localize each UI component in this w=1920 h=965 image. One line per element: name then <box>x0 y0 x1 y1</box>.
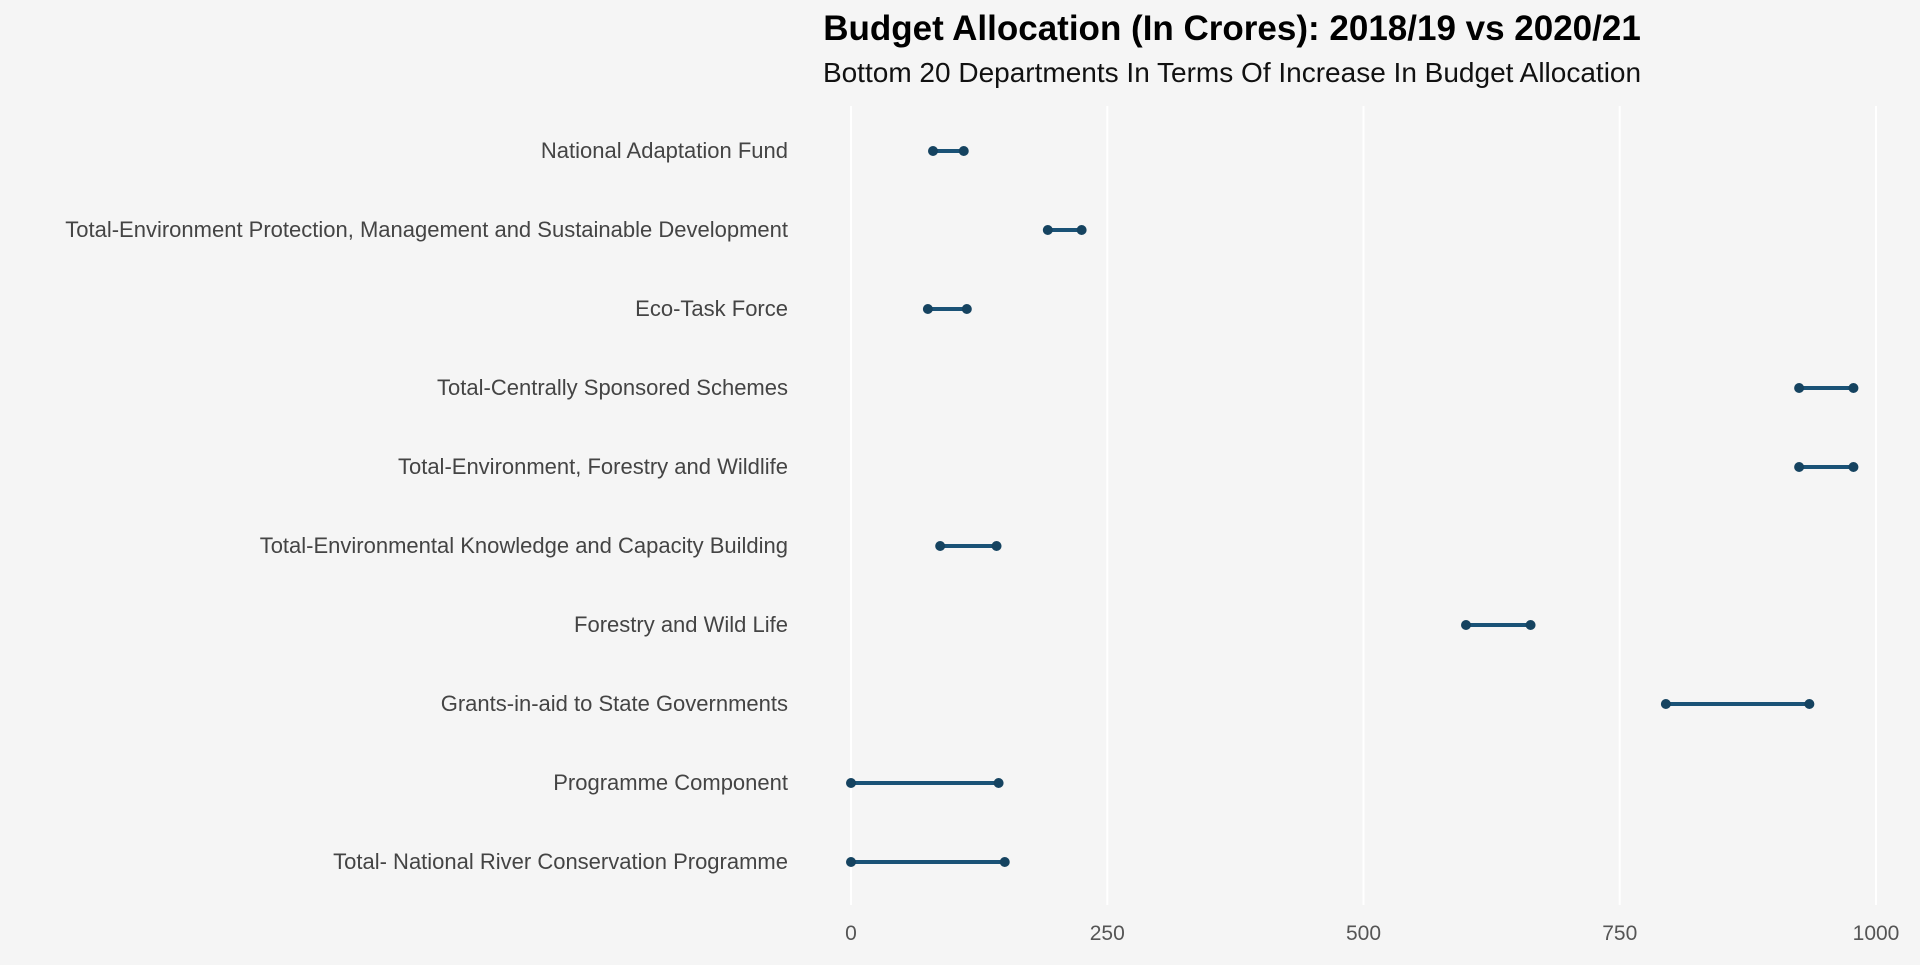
point-2018-19 <box>935 541 946 551</box>
point-2020-21 <box>961 304 972 314</box>
chart-title: Budget Allocation (In Crores): 2018/19 v… <box>823 9 1641 48</box>
point-2020-21 <box>958 146 969 156</box>
point-2020-21 <box>1848 383 1859 393</box>
point-2018-19 <box>1660 699 1671 709</box>
x-tick-label-750: 750 <box>1602 922 1637 945</box>
x-tick-label-250: 250 <box>1090 922 1125 945</box>
dumbbell-marks <box>846 146 1859 867</box>
point-2018-19 <box>1794 462 1805 472</box>
point-2020-21 <box>993 778 1004 788</box>
point-2018-19 <box>846 857 856 867</box>
category-label: Programme Component <box>553 770 788 795</box>
point-2020-21 <box>1804 699 1815 709</box>
x-axis: 0 250 500 750 1000 <box>845 922 1899 945</box>
category-label: Total-Environmental Knowledge and Capaci… <box>260 533 788 558</box>
point-2018-19 <box>846 778 856 788</box>
category-label: Total-Environment, Forestry and Wildlife <box>398 454 788 479</box>
point-2020-21 <box>1076 225 1087 235</box>
point-2018-19 <box>928 146 938 156</box>
category-label: Total-Environment Protection, Management… <box>65 217 788 242</box>
x-tick-label-1000: 1000 <box>1853 922 1900 945</box>
y-axis-labels: National Adaptation Fund Total-Environmen… <box>65 138 788 874</box>
point-2018-19 <box>922 304 933 314</box>
point-2020-21 <box>1525 620 1536 630</box>
chart-subtitle: Bottom 20 Departments In Terms Of Increa… <box>823 57 1641 88</box>
point-2020-21 <box>991 541 1002 551</box>
grid-lines <box>850 106 1877 905</box>
category-label: Grants-in-aid to State Governments <box>441 691 788 716</box>
category-label: National Adaptation Fund <box>541 138 788 163</box>
x-tick-label-500: 500 <box>1346 922 1381 945</box>
category-label: Forestry and Wild Life <box>574 612 788 637</box>
category-label: Eco-Task Force <box>635 296 788 321</box>
x-tick-label-0: 0 <box>845 922 857 945</box>
point-2018-19 <box>1461 620 1471 630</box>
point-2018-19 <box>1042 225 1053 235</box>
point-2020-21 <box>1848 462 1859 472</box>
point-2020-21 <box>999 857 1010 867</box>
category-label: Total-Centrally Sponsored Schemes <box>437 375 788 400</box>
category-label: Total- National River Conservation Progr… <box>333 849 788 874</box>
point-2018-19 <box>1794 383 1805 393</box>
